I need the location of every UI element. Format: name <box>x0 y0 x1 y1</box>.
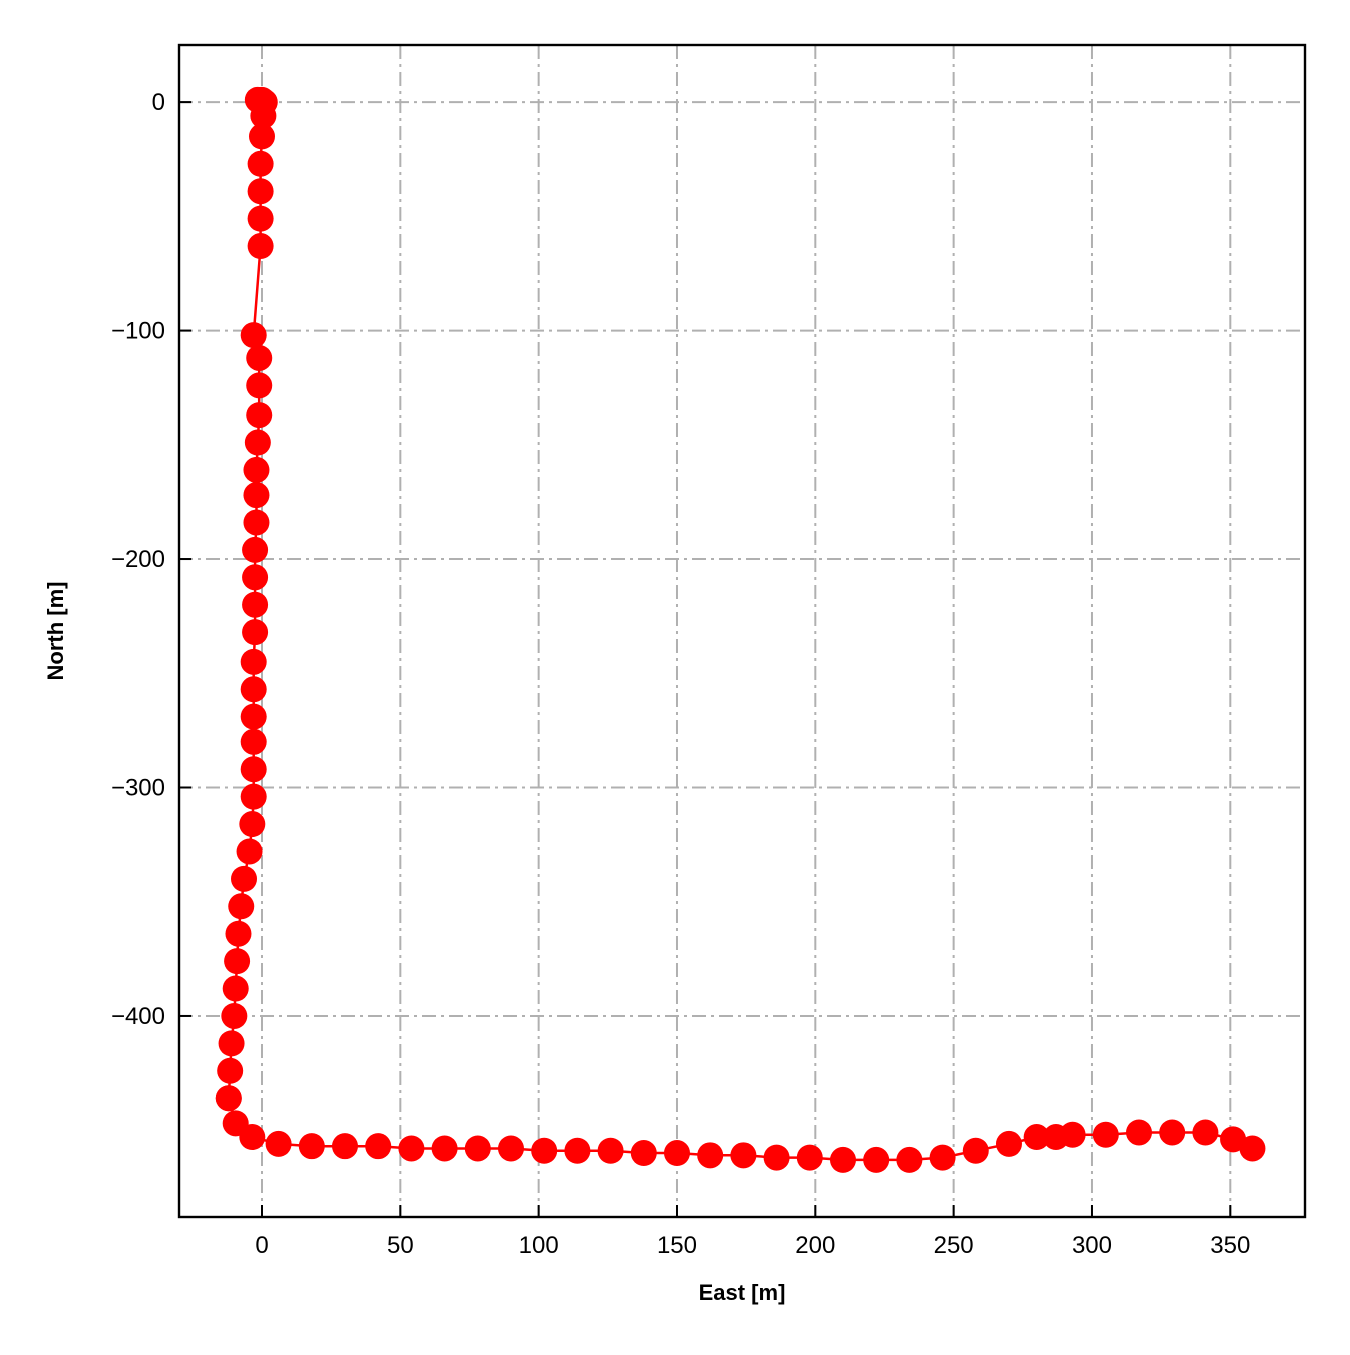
trajectory-point <box>247 205 274 232</box>
trajectory-point <box>995 1130 1022 1157</box>
plot-frame <box>177 43 1307 1219</box>
trajectory-point <box>247 150 274 177</box>
trajectory-point <box>239 811 266 838</box>
y-axis-label: North [m] <box>43 582 68 681</box>
ticks: 0 50 100 150 200 250 300 350 0 −100 −200 −300 −400 <box>111 89 1250 1259</box>
trajectory-point <box>247 178 274 205</box>
trajectory-point <box>1023 1124 1050 1151</box>
trajectory-point <box>221 1002 248 1029</box>
trajectory-point <box>829 1146 856 1173</box>
series-layer <box>215 86 1266 1173</box>
trajectory-point <box>298 1133 325 1160</box>
trajectory-point <box>663 1140 690 1167</box>
x-tick-label: 350 <box>1210 1232 1250 1259</box>
trajectory-point <box>1159 1119 1186 1146</box>
trajectory-point <box>240 322 267 349</box>
trajectory-point <box>240 756 267 783</box>
trajectory-point <box>228 893 255 920</box>
trajectory-point <box>597 1137 624 1164</box>
trajectory-point <box>497 1135 524 1162</box>
x-tick-label: 200 <box>795 1232 835 1259</box>
trajectory-point <box>896 1146 923 1173</box>
y-tick-label: −200 <box>111 546 165 573</box>
trajectory-point <box>929 1144 956 1171</box>
trajectory-point <box>243 456 270 483</box>
trajectory-point <box>239 1124 266 1151</box>
trajectory-point <box>1059 1121 1086 1148</box>
trajectory-point <box>224 948 251 975</box>
trajectory-point <box>243 482 270 509</box>
trajectory-point <box>962 1137 989 1164</box>
x-tick-label: 300 <box>1072 1232 1112 1259</box>
trajectory-point <box>531 1137 558 1164</box>
trajectory-point <box>217 1057 244 1084</box>
trajectory-point <box>218 1030 245 1057</box>
trajectory-point <box>564 1137 591 1164</box>
trajectory-point <box>630 1140 657 1167</box>
y-tick-label: −100 <box>111 318 165 345</box>
trajectory-point <box>240 703 267 730</box>
y-tick-label: −300 <box>111 774 165 801</box>
trajectory-point <box>242 564 269 591</box>
trajectory-point <box>265 1130 292 1157</box>
trajectory-point <box>240 648 267 675</box>
trajectory-point <box>730 1142 757 1169</box>
trajectory-point <box>242 536 269 563</box>
trajectory-point <box>247 233 274 260</box>
x-tick-label: 250 <box>934 1232 974 1259</box>
trajectory-point <box>246 344 273 371</box>
trajectory-point <box>763 1144 790 1171</box>
y-tick-label: −400 <box>111 1003 165 1030</box>
trajectory-point <box>431 1135 458 1162</box>
trajectory-point <box>244 429 271 456</box>
trajectory-point <box>246 372 273 399</box>
trajectory-point <box>242 619 269 646</box>
trajectory-point <box>1220 1126 1247 1153</box>
x-tick-label: 50 <box>387 1232 414 1259</box>
trajectory-point <box>365 1133 392 1160</box>
x-axis-label: East [m] <box>699 1280 786 1305</box>
trajectory-point <box>464 1135 491 1162</box>
trajectory-point <box>240 728 267 755</box>
x-tick-label: 150 <box>657 1232 697 1259</box>
trajectory-point <box>248 123 275 150</box>
trajectory-point <box>1192 1119 1219 1146</box>
trajectory-point <box>796 1144 823 1171</box>
trajectory-point <box>242 591 269 618</box>
y-tick-label: 0 <box>152 89 165 116</box>
trajectory-point <box>863 1146 890 1173</box>
trajectory-point <box>398 1135 425 1162</box>
trajectory-point <box>231 865 258 892</box>
grid <box>179 45 1305 1217</box>
trajectory-point <box>240 783 267 810</box>
trajectory-point <box>236 838 263 865</box>
trajectory-point <box>331 1133 358 1160</box>
trajectory-point <box>697 1142 724 1169</box>
x-tick-label: 0 <box>255 1232 268 1259</box>
trajectory-point <box>240 676 267 703</box>
x-tick-label: 100 <box>519 1232 559 1259</box>
trajectory-point <box>222 975 249 1002</box>
trajectory-point <box>243 509 270 536</box>
trajectory-point <box>246 402 273 429</box>
trajectory-point <box>1126 1119 1153 1146</box>
trajectory-point <box>1092 1121 1119 1148</box>
trajectory-point <box>225 920 252 947</box>
trajectory-point <box>215 1085 242 1112</box>
trajectory-point <box>250 102 277 129</box>
trajectory-point <box>1239 1135 1266 1162</box>
